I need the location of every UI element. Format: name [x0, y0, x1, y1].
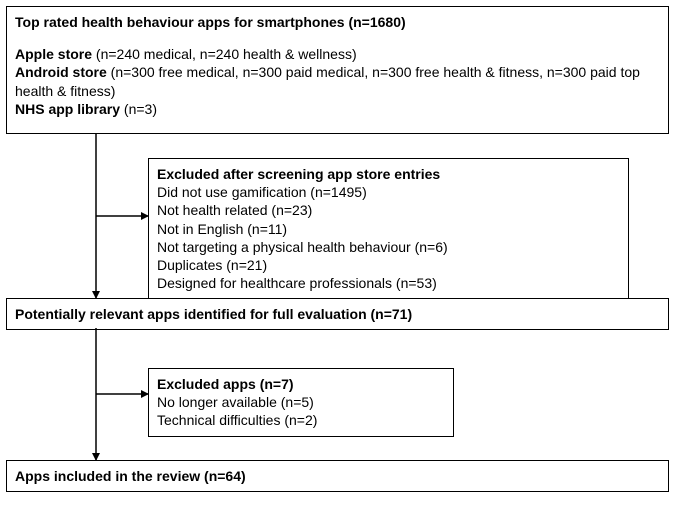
- flow-box-exclusion-eval: Excluded apps (n=7) No longer available …: [148, 368, 454, 437]
- android-detail: (n=300 free medical, n=300 paid medical,…: [15, 64, 640, 98]
- excl1-l2: Not health related (n=23): [157, 201, 620, 219]
- flow-box-included: Apps included in the review (n=64): [6, 460, 669, 492]
- apple-label: Apple store: [15, 46, 92, 62]
- source-title: Top rated health behaviour apps for smar…: [15, 13, 660, 31]
- excl2-l1: No longer available (n=5): [157, 393, 445, 411]
- flow-box-potentially-relevant: Potentially relevant apps identified for…: [6, 298, 669, 330]
- flow-box-exclusion-screening: Excluded after screening app store entri…: [148, 158, 629, 299]
- spacer: [15, 31, 660, 45]
- excl1-l3: Not in English (n=11): [157, 220, 620, 238]
- excl2-title: Excluded apps (n=7): [157, 375, 445, 393]
- source-android: Android store (n=300 free medical, n=300…: [15, 63, 660, 99]
- excl2-l2: Technical difficulties (n=2): [157, 411, 445, 429]
- mid-text: Potentially relevant apps identified for…: [15, 305, 660, 323]
- android-label: Android store: [15, 64, 107, 80]
- excl1-l1: Did not use gamification (n=1495): [157, 183, 620, 201]
- excl1-l4: Not targeting a physical health behaviou…: [157, 238, 620, 256]
- nhs-detail: (n=3): [120, 101, 157, 117]
- source-apple: Apple store (n=240 medical, n=240 health…: [15, 45, 660, 63]
- excl1-l5: Duplicates (n=21): [157, 256, 620, 274]
- excl1-l6: Designed for healthcare professionals (n…: [157, 274, 620, 292]
- source-nhs: NHS app library (n=3): [15, 100, 660, 118]
- flow-box-source: Top rated health behaviour apps for smar…: [6, 6, 669, 134]
- bottom-text: Apps included in the review (n=64): [15, 467, 660, 485]
- apple-detail: (n=240 medical, n=240 health & wellness): [92, 46, 357, 62]
- nhs-label: NHS app library: [15, 101, 120, 117]
- excl1-title: Excluded after screening app store entri…: [157, 165, 620, 183]
